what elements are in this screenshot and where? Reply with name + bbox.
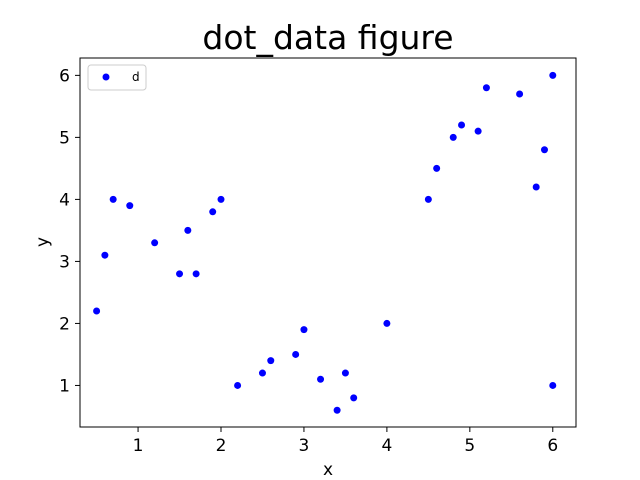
data-point-0-16	[333, 406, 341, 414]
x-tick-label-3: 3	[299, 436, 310, 456]
plot-area-frame	[79, 57, 577, 428]
x-tick-label-6: 6	[547, 436, 558, 456]
chart-title: dot_data figure	[202, 18, 453, 57]
data-point-0-0	[93, 307, 101, 315]
x-axis-ticks: 1 2 3 4 5 6	[133, 427, 558, 456]
y-axis-label: y	[33, 237, 53, 247]
legend-marker-d	[102, 73, 110, 81]
y-tick-label-1: 1	[59, 376, 70, 396]
data-point-0-27	[532, 183, 540, 191]
legend-box	[87, 64, 147, 91]
data-point-0-4	[151, 239, 159, 247]
data-point-0-13	[292, 350, 300, 358]
data-point-0-18	[350, 394, 358, 402]
y-tick-label-5: 5	[59, 128, 70, 148]
data-point-0-25	[482, 84, 490, 92]
data-point-0-2	[109, 195, 117, 203]
data-points	[93, 71, 557, 414]
data-point-0-19	[383, 319, 391, 327]
data-point-0-9	[217, 195, 225, 203]
data-point-0-5	[176, 270, 184, 278]
x-tick-label-1: 1	[133, 436, 144, 456]
data-point-0-17	[341, 369, 349, 377]
x-tick-label-4: 4	[381, 436, 392, 456]
data-point-0-10	[234, 381, 242, 389]
data-point-0-15	[317, 375, 325, 383]
data-point-0-8	[209, 208, 217, 216]
data-point-0-1	[101, 251, 109, 259]
y-tick-label-3: 3	[59, 252, 70, 272]
data-point-0-3	[126, 202, 134, 210]
data-point-0-29	[549, 71, 557, 79]
legend: d	[87, 64, 147, 91]
legend-label-d: d	[132, 70, 140, 84]
data-point-0-11	[258, 369, 266, 377]
x-tick-label-2: 2	[216, 436, 227, 456]
x-axis-label: x	[323, 460, 333, 480]
data-point-0-24	[474, 127, 482, 135]
data-point-0-30	[549, 381, 557, 389]
data-point-0-26	[516, 90, 524, 98]
y-tick-label-4: 4	[59, 190, 70, 210]
y-axis-ticks: 1 2 3 4 5 6	[59, 66, 80, 396]
y-tick-label-2: 2	[59, 314, 70, 334]
data-point-0-6	[184, 226, 192, 234]
data-point-0-21	[433, 164, 441, 172]
data-point-0-14	[300, 326, 308, 334]
data-point-0-7	[192, 270, 200, 278]
data-point-0-22	[449, 133, 457, 141]
data-point-0-23	[458, 121, 466, 129]
y-tick-label-6: 6	[59, 66, 70, 86]
data-point-0-12	[267, 357, 275, 365]
data-point-0-20	[424, 195, 432, 203]
data-point-0-28	[540, 146, 548, 154]
x-tick-label-5: 5	[464, 436, 475, 456]
